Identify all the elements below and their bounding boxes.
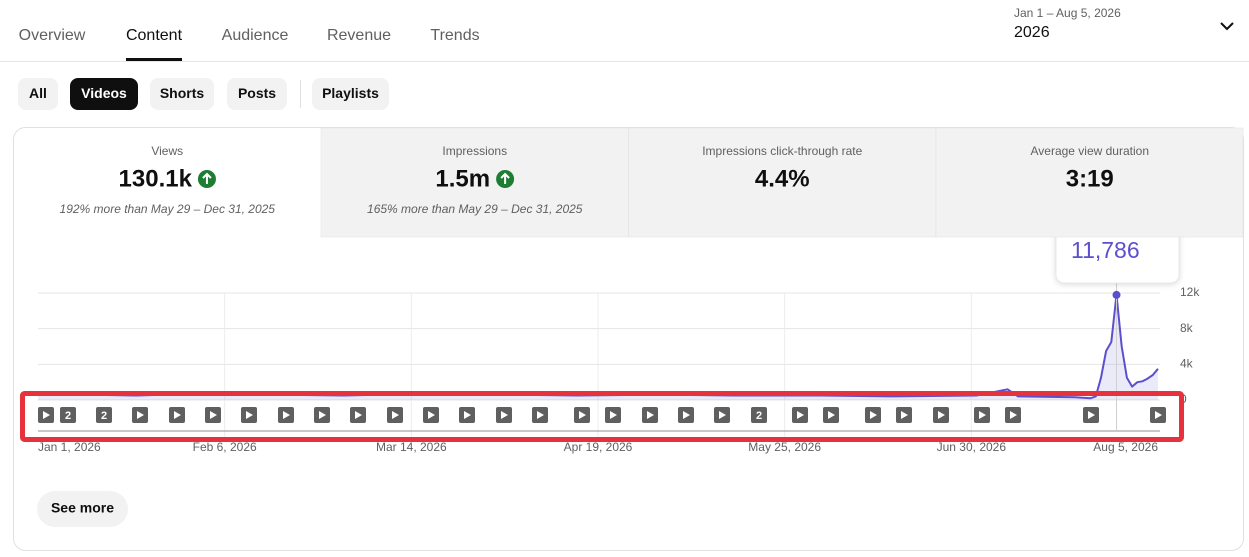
see-more-button[interactable] bbox=[37, 491, 128, 527]
play-icon bbox=[464, 411, 471, 419]
filter-chip[interactable] bbox=[150, 78, 214, 110]
metric-value: 3:19 bbox=[1066, 165, 1114, 192]
tab[interactable]: Audience bbox=[222, 27, 289, 44]
filter-label[interactable]: Playlists bbox=[322, 85, 379, 101]
tab[interactable]: Trends bbox=[430, 27, 479, 44]
play-icon bbox=[979, 411, 986, 419]
play-icon bbox=[246, 411, 253, 419]
play-icon bbox=[537, 411, 544, 419]
play-icon bbox=[828, 411, 835, 419]
tab-underline bbox=[125, 58, 183, 61]
filter-chip[interactable] bbox=[312, 78, 389, 110]
play-icon bbox=[1155, 411, 1162, 419]
x-tick-label: Feb 6, 2026 bbox=[193, 440, 257, 454]
dropdown-chevron[interactable] bbox=[1220, 22, 1234, 31]
play-icon bbox=[392, 411, 399, 419]
metric-label: Average view duration bbox=[1030, 144, 1149, 158]
play-icon bbox=[283, 411, 290, 419]
play-icon bbox=[610, 411, 617, 419]
video-marker[interactable] bbox=[96, 407, 112, 423]
y-tick-label: 12k bbox=[1180, 285, 1200, 299]
metric-label: Impressions click-through rate bbox=[702, 144, 862, 158]
video-marker-count[interactable]: 2 bbox=[65, 410, 71, 422]
metric-card[interactable] bbox=[320, 127, 629, 238]
play-icon bbox=[137, 411, 144, 419]
play-icon bbox=[579, 411, 586, 419]
date-year[interactable]: 2026 bbox=[1014, 24, 1050, 41]
metric-comparison: 165% more than May 29 – Dec 31, 2025 bbox=[367, 202, 583, 216]
metric-card[interactable] bbox=[628, 127, 937, 238]
tab[interactable]: Revenue bbox=[327, 27, 391, 44]
filter-label[interactable]: Videos bbox=[81, 85, 127, 101]
play-icon bbox=[1088, 411, 1095, 419]
x-tick-label: Mar 14, 2026 bbox=[376, 440, 447, 454]
play-icon bbox=[870, 411, 877, 419]
play-icon bbox=[901, 411, 908, 419]
play-icon bbox=[174, 411, 181, 419]
metric-value: 4.4% bbox=[755, 165, 810, 192]
x-tick-label: Apr 19, 2026 bbox=[564, 440, 633, 454]
tooltip-value: 11,786 bbox=[1071, 237, 1140, 263]
y-tick-label: 8k bbox=[1180, 321, 1194, 335]
hover-point bbox=[1112, 290, 1121, 299]
trend-up-arrow bbox=[500, 172, 510, 184]
video-marker-count[interactable]: 2 bbox=[756, 410, 762, 422]
y-tick-label: 4k bbox=[1180, 357, 1194, 371]
video-marker[interactable] bbox=[60, 407, 76, 423]
trend-up-arrow bbox=[202, 172, 212, 184]
play-icon bbox=[210, 411, 217, 419]
metric-value: 1.5m bbox=[435, 165, 490, 192]
play-icon bbox=[647, 411, 654, 419]
metric-value: 130.1k bbox=[119, 165, 193, 192]
play-icon bbox=[683, 411, 690, 419]
filter-label[interactable]: Shorts bbox=[160, 85, 205, 101]
x-tick-label: Jan 1, 2026 bbox=[38, 440, 101, 454]
play-icon bbox=[428, 411, 435, 419]
play-icon bbox=[1010, 411, 1017, 419]
metric-comparison: 192% more than May 29 – Dec 31, 2025 bbox=[60, 202, 276, 216]
filter-chip[interactable] bbox=[70, 78, 138, 110]
filter-chip[interactable] bbox=[227, 78, 287, 110]
metric-label: Impressions bbox=[442, 144, 507, 158]
filter-label[interactable]: Posts bbox=[238, 85, 276, 101]
play-icon bbox=[797, 411, 804, 419]
play-icon bbox=[43, 411, 50, 419]
tab[interactable]: Content bbox=[126, 27, 183, 44]
play-icon bbox=[719, 411, 726, 419]
play-icon bbox=[938, 411, 945, 419]
video-marker-count[interactable]: 2 bbox=[101, 410, 107, 422]
filter-label[interactable]: All bbox=[29, 85, 47, 101]
see-more-label[interactable]: See more bbox=[51, 500, 114, 516]
play-icon bbox=[501, 411, 508, 419]
video-marker[interactable] bbox=[751, 407, 767, 423]
metric-card[interactable] bbox=[935, 127, 1244, 238]
play-icon bbox=[355, 411, 362, 419]
metric-label: Views bbox=[151, 144, 183, 158]
date-range[interactable]: Jan 1 – Aug 5, 2026 bbox=[1014, 6, 1121, 20]
x-tick-label: Aug 5, 2026 bbox=[1093, 440, 1158, 454]
highlight-box bbox=[20, 391, 1184, 442]
play-icon bbox=[319, 411, 326, 419]
filter-chip[interactable] bbox=[18, 78, 58, 110]
tab[interactable]: Overview bbox=[19, 27, 86, 44]
x-tick-label: May 25, 2026 bbox=[748, 440, 821, 454]
x-tick-label: Jun 30, 2026 bbox=[937, 440, 1007, 454]
